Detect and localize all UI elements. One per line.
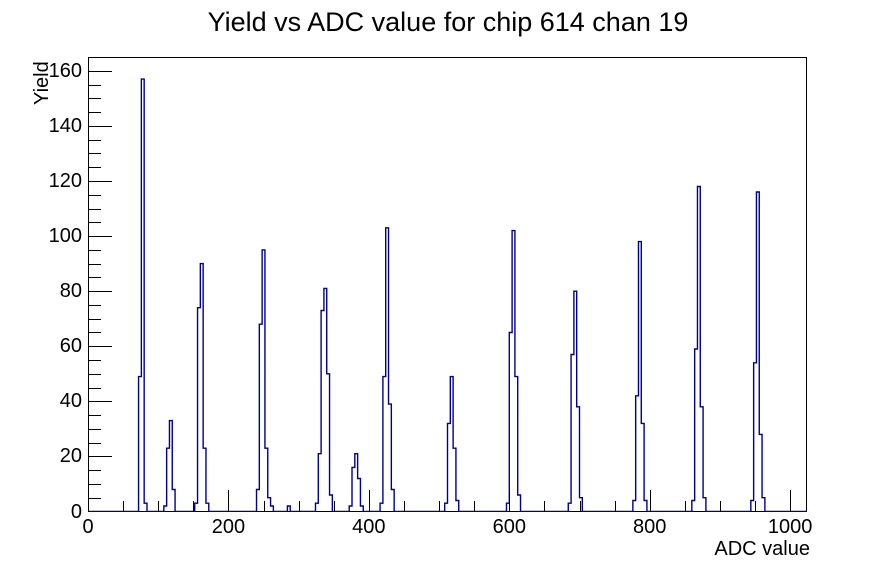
y-tick-label-80: 80: [59, 280, 82, 303]
histogram-line: [88, 78, 807, 512]
y-tick-label-100: 100: [48, 225, 82, 248]
chart-title: Yield vs ADC value for chip 614 chan 19: [207, 7, 689, 37]
y-tick-label-160: 160: [48, 59, 82, 82]
y-tick-label-20: 20: [59, 445, 82, 468]
histogram-plot-area: [88, 57, 807, 512]
y-tick-label-120: 120: [48, 170, 82, 193]
x-axis-title: ADC value: [714, 538, 810, 560]
x-tick-label-400: 400: [352, 516, 386, 538]
x-tick-label-800: 800: [633, 516, 667, 538]
x-tick-label-0: 0: [82, 516, 94, 538]
y-tick-label-0: 0: [70, 500, 82, 523]
y-tick-label-140: 140: [48, 114, 82, 137]
plot-frame: [88, 57, 807, 512]
x-tick-label-600: 600: [492, 516, 526, 538]
y-tick-label-60: 60: [59, 335, 82, 358]
x-tick-label-1000: 1000: [767, 516, 813, 538]
y-tick-label-40: 40: [59, 390, 82, 413]
x-tick-label-200: 200: [211, 516, 246, 538]
